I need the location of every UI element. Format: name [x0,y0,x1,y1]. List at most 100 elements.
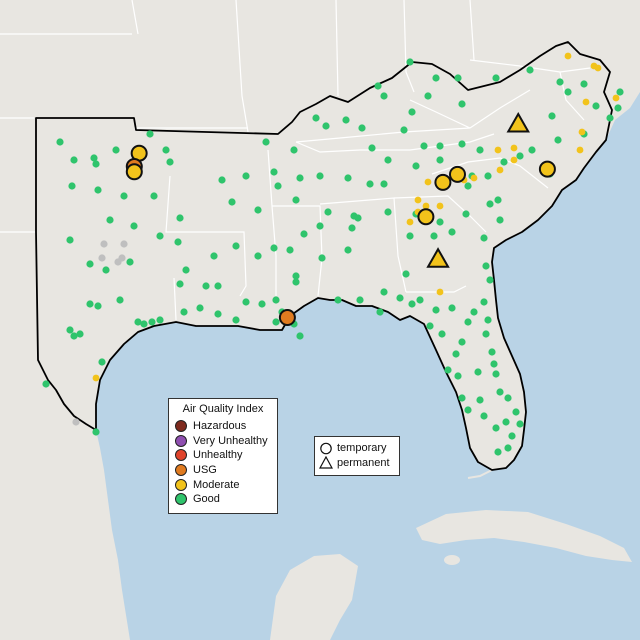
good-monitor-dot [526,66,534,74]
good-monitor-dot [502,418,510,426]
good-monitor-dot [476,146,484,154]
good-monitor-dot [426,322,434,330]
good-monitor-dot [318,254,326,262]
legend-swatch-good [175,493,187,506]
good-monitor-dot [504,394,512,402]
nodata-monitor-dot [100,240,108,248]
good-monitor-dot [130,222,138,230]
nodata-monitor-dot [72,418,80,426]
good-monitor-dot [448,228,456,236]
good-monitor-dot [300,230,308,238]
good-monitor-dot [102,266,110,274]
good-monitor-dot [528,146,536,154]
nodata-monitor-dots [72,240,128,426]
good-monitor-dot [444,366,452,374]
good-monitor-dot [286,246,294,254]
good-monitor-dot [412,162,420,170]
good-monitor-dot [516,152,524,160]
good-monitor-dot [218,176,226,184]
good-monitor-dot [496,388,504,396]
good-monitor-dot [42,380,50,388]
good-monitor-dot [420,142,428,150]
good-monitor-dot [458,338,466,346]
legend-label-very-unhealthy: Very Unhealthy [193,434,268,447]
aqi-legend-title: Air Quality Index [182,403,264,415]
good-monitor-dot [156,232,164,240]
good-monitor-dot [504,444,512,452]
good-monitor-dot [214,282,222,290]
legend-label-good: Good [193,493,220,506]
good-monitor-dot [358,124,366,132]
good-monitor-dot [448,304,456,312]
good-monitor-dot [400,126,408,134]
good-monitor-dot [162,146,170,154]
good-monitor-dot [342,116,350,124]
good-monitor-dot [486,200,494,208]
good-monitor-dot [474,368,482,376]
good-monitor-dot [470,308,478,316]
good-monitor-dot [480,298,488,306]
good-monitor-dot [380,92,388,100]
good-monitor-dot [366,180,374,188]
good-monitor-dot [156,316,164,324]
good-monitor-dot [548,112,556,120]
temporary-site-marker [125,163,143,181]
good-monitor-dot [176,280,184,288]
good-monitor-dot [272,318,280,326]
moderate-monitor-dot [424,178,432,186]
good-monitor-dot [214,310,222,318]
good-monitor-dot [146,130,154,138]
legend-swatch-usg [175,464,187,477]
good-monitor-dot [500,158,508,166]
good-monitor-dot [376,308,384,316]
good-monitor-dot [126,258,134,266]
good-monitor-dot [292,272,300,280]
good-monitor-dot [316,222,324,230]
good-monitor-dot [312,114,320,122]
temporary-site-marker [434,173,452,191]
good-monitor-dot [274,182,282,190]
legend-label-temporary: temporary [337,442,387,455]
good-monitor-dot [492,74,500,82]
yucatan-landmass [270,554,358,640]
nodata-monitor-dot [98,254,106,262]
legend-swatch-hazardous [175,420,187,433]
good-monitor-dot [384,208,392,216]
good-monitor-dot [490,360,498,368]
good-monitor-dot [512,408,520,416]
good-monitor-dot [432,74,440,82]
good-monitor-dot [292,278,300,286]
legend-row-very-unhealthy: Very Unhealthy [175,434,271,449]
good-monitor-dot [182,266,190,274]
legend-row-moderate: Moderate [175,477,271,492]
good-monitor-dot [436,218,444,226]
good-monitor-dot [150,192,158,200]
good-monitor-dot [56,138,64,146]
good-monitor-dot [210,252,218,260]
good-monitor-dot [86,300,94,308]
good-monitor-dot [408,300,416,308]
good-monitor-dot [272,296,280,304]
good-monitor-dot [508,432,516,440]
good-monitor-dot [374,82,382,90]
good-monitor-dot [290,146,298,154]
good-monitor-dot [396,294,404,302]
good-monitor-dot [116,296,124,304]
good-monitor-dot [92,160,100,168]
good-monitor-dot [416,296,424,304]
good-monitor-dot [296,332,304,340]
moderate-monitor-dots [92,52,620,382]
good-monitor-dot [76,330,84,338]
good-monitor-dot [334,296,342,304]
good-monitor-dot [68,182,76,190]
good-monitor-dot [166,158,174,166]
good-monitor-dot [606,114,614,122]
good-monitor-dot [134,318,142,326]
moderate-monitor-dot [422,202,430,210]
legend-row-usg: USG [175,463,271,478]
good-monitor-dot [580,80,588,88]
moderate-monitor-dot [576,146,584,154]
good-monitor-dot [482,330,490,338]
